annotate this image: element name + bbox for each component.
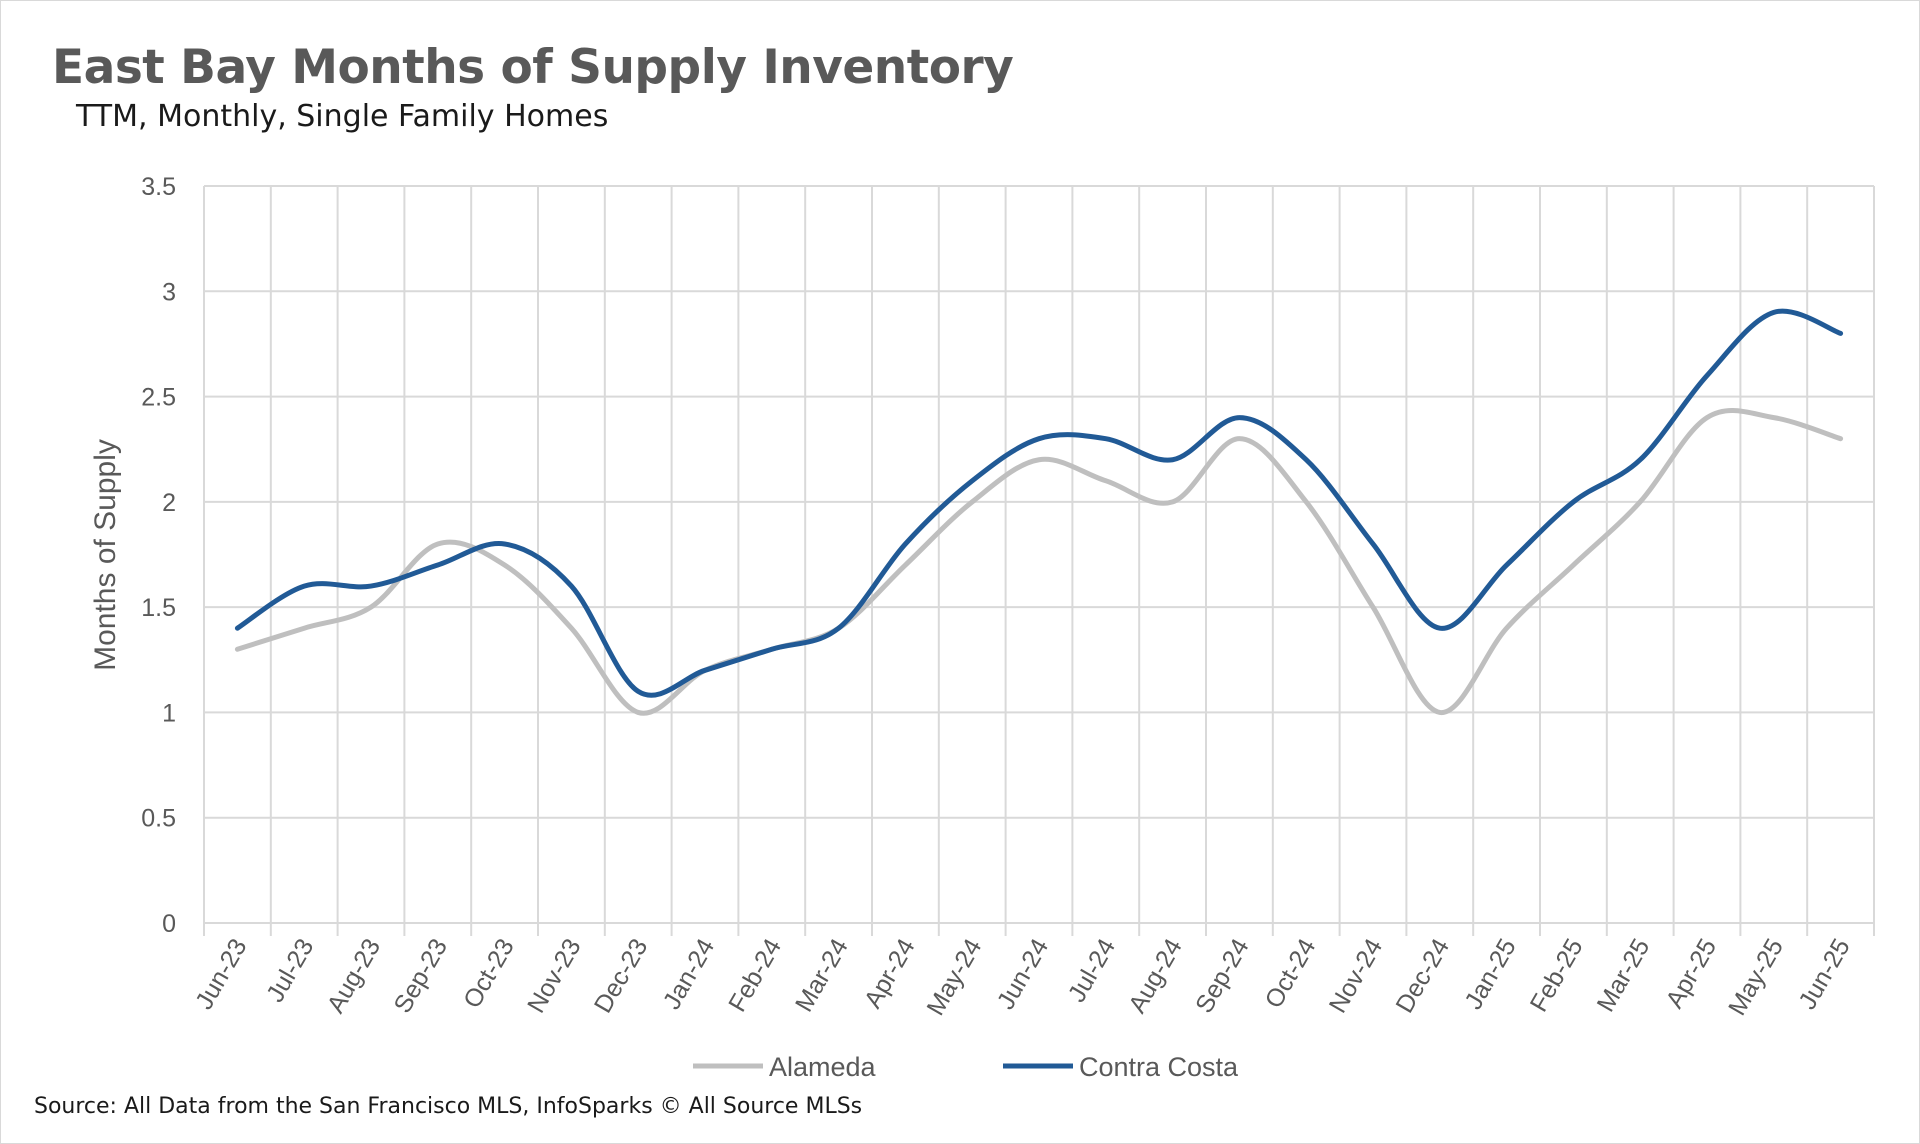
y-tick-label: 1.5 — [141, 594, 176, 622]
y-tick-label: 2.5 — [141, 384, 176, 412]
x-tick-label: Jun-23 — [190, 934, 252, 1014]
x-tick-label: Jun-25 — [1793, 934, 1855, 1014]
x-tick-label: Jul-23 — [261, 934, 319, 1007]
x-tick-label: Mar-25 — [1592, 934, 1656, 1017]
x-axis-ticks: Jun-23 Jul-23 Aug-23 Sep-23 Oct-23 Nov-23 Dec-… — [190, 934, 1856, 1020]
x-tick-label: May-24 — [921, 934, 987, 1020]
x-tick-label: Jan-24 — [658, 934, 721, 1014]
series-line-alameda — [234, 408, 1844, 716]
y-tick-label: 0 — [162, 910, 176, 938]
x-tick-label: Dec-23 — [589, 934, 654, 1018]
x-tick-label: Dec-24 — [1390, 934, 1455, 1018]
legend-label-contra-costa: Contra Costa — [1079, 1052, 1239, 1082]
series-line-contra-costa — [234, 308, 1844, 698]
x-tick-label: Oct-24 — [1260, 934, 1322, 1013]
x-tick-label: Nov-23 — [522, 934, 587, 1018]
y-axis-ticks: 0 0.5 1 1.5 2 2.5 3 3.5 — [141, 173, 176, 938]
x-tick-label: Sep-24 — [1190, 934, 1255, 1018]
chart-subtitle: TTM, Monthly, Single Family Homes — [76, 99, 609, 134]
series-lines — [234, 308, 1844, 716]
y-tick-label: 3.5 — [141, 173, 176, 201]
legend: Alameda Contra Costa — [693, 1052, 1239, 1082]
x-tick-label: Jun-24 — [992, 934, 1055, 1014]
y-tick-label: 1 — [162, 699, 176, 727]
x-tick-label: Oct-23 — [458, 934, 520, 1013]
source-note: Source: All Data from the San Francisco … — [34, 1094, 863, 1119]
y-tick-label: 0.5 — [141, 805, 176, 833]
grid-lines — [203, 185, 1875, 936]
x-tick-label: Jul-24 — [1063, 934, 1121, 1007]
x-tick-label: Aug-24 — [1123, 934, 1188, 1018]
y-tick-label: 3 — [162, 278, 176, 306]
x-tick-label: Nov-24 — [1324, 934, 1389, 1018]
y-tick-label: 2 — [162, 489, 176, 517]
x-tick-label: Aug-23 — [322, 934, 387, 1018]
x-tick-label: Apr-25 — [1660, 934, 1722, 1013]
legend-label-alameda: Alameda — [769, 1052, 877, 1082]
x-tick-label: Apr-24 — [859, 934, 921, 1013]
x-tick-label: Sep-23 — [388, 934, 453, 1018]
y-axis-label: Months of Supply — [89, 439, 122, 671]
x-tick-label: Mar-24 — [790, 934, 854, 1017]
chart-title: East Bay Months of Supply Inventory — [52, 40, 1014, 95]
x-tick-label: Feb-25 — [1525, 934, 1589, 1017]
x-tick-label: May-25 — [1723, 934, 1789, 1020]
x-tick-label: Jan-25 — [1459, 934, 1521, 1014]
x-tick-label: Feb-24 — [723, 934, 787, 1017]
